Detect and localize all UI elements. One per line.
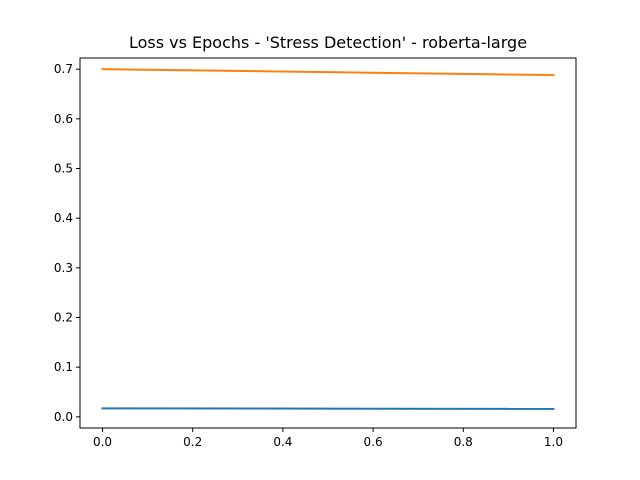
x-tick-label: 0.0 (93, 435, 112, 449)
y-tick-label: 0.3 (54, 261, 73, 275)
y-tick-label: 0.1 (54, 360, 73, 374)
x-tick-label: 0.8 (454, 435, 473, 449)
x-tick-label: 0.2 (183, 435, 202, 449)
series-line-1 (101, 407, 555, 410)
y-tick-label: 0.5 (54, 162, 73, 176)
plot-frame (79, 57, 577, 429)
y-tick-label: 0.0 (54, 410, 73, 424)
y-axis: 0.0 0.1 0.2 0.3 0.4 0.5 0.6 0.7 (54, 62, 80, 424)
x-tick-label: 0.6 (364, 435, 383, 449)
series-line-2 (101, 68, 555, 77)
y-tick-label: 0.7 (54, 62, 73, 76)
x-axis: 0.0 0.2 0.4 0.6 0.8 1.0 (93, 428, 563, 449)
series-layer (101, 68, 555, 410)
y-tick-label: 0.2 (54, 310, 73, 324)
x-tick-label: 1.0 (544, 435, 563, 449)
x-tick-label: 0.4 (273, 435, 292, 449)
y-tick-label: 0.6 (54, 112, 73, 126)
y-tick-label: 0.4 (54, 211, 73, 225)
chart-title: Loss vs Epochs - 'Stress Detection' - ro… (129, 33, 527, 52)
